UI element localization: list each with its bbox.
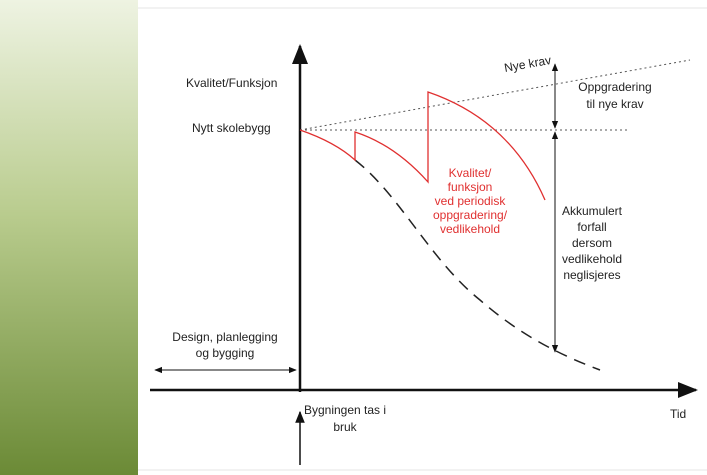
maintenance-curve (299, 91, 546, 201)
periodic-label-line: funksjon (448, 180, 493, 194)
decay-curve (354, 159, 601, 371)
decay-label: neglisjeres (563, 268, 620, 282)
x-axis-label: Tid (670, 407, 686, 421)
periodic-label-line: oppgradering/ (433, 208, 508, 222)
upgrade-label: til nye krav (586, 97, 643, 111)
in-use-label: bruk (333, 420, 357, 434)
periodic-label-line: vedlikehold (440, 222, 500, 236)
periodic-label: Kvalitet/ funksjon ved periodisk oppgrad… (433, 166, 508, 236)
periodic-label-line: Kvalitet/ (449, 166, 492, 180)
design-label: og bygging (196, 346, 255, 360)
start-label: Nytt skolebygg (192, 121, 271, 135)
upgrade-label: Oppgradering (578, 80, 651, 94)
design-label: Design, planlegging (172, 330, 277, 344)
decay-label: Akkumulert (562, 204, 623, 218)
decay-label: vedlikehold (562, 252, 622, 266)
sidebar (0, 0, 138, 475)
decay-label: forfall (577, 220, 606, 234)
decay-label: dersom (572, 236, 612, 250)
in-use-label: Bygningen tas i (304, 403, 386, 417)
y-axis-label: Kvalitet/Funksjon (186, 76, 277, 90)
requirement-line (299, 59, 691, 131)
new-requirements-label: Nye krav (503, 53, 552, 75)
periodic-label-line: ved periodisk (435, 194, 507, 208)
